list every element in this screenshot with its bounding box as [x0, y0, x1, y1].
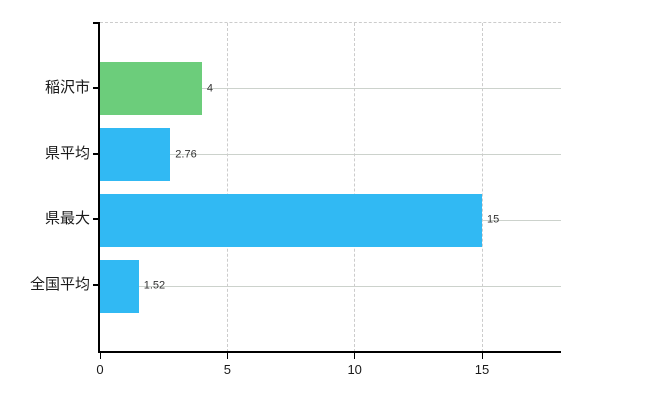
category-label: 県最大: [44, 210, 90, 228]
category-tick: [93, 86, 100, 89]
plot-area: 4 2.76 15 1.52: [100, 22, 561, 352]
category-label: 全国平均: [29, 276, 90, 294]
bar-value-label: 4: [206, 82, 213, 95]
x-axis-tick-label: 0: [96, 362, 104, 377]
gridline-horizontal: [100, 154, 561, 156]
bar-1: [100, 128, 171, 182]
gridline-vertical: [226, 23, 228, 352]
gridline-horizontal: [100, 88, 561, 90]
y-axis-top-tick: [93, 22, 100, 24]
category-tick: [93, 218, 100, 221]
category-label: 県平均: [44, 144, 90, 162]
category-label: 稲沢市: [44, 78, 90, 96]
x-axis-tick: [226, 353, 228, 359]
bar-2: [100, 193, 483, 247]
category-tick: [93, 152, 100, 155]
x-axis-tick-label: 5: [223, 362, 231, 377]
x-axis-line: [98, 351, 561, 353]
x-axis-tick-label: 15: [474, 362, 490, 377]
y-axis-line: [98, 22, 100, 353]
bar-value-label: 1.52: [143, 279, 166, 292]
bar-value-label: 15: [487, 213, 500, 226]
category-tick: [93, 284, 100, 287]
bar-0: [100, 62, 202, 116]
gridline-horizontal: [100, 285, 561, 287]
bar-3: [100, 259, 139, 313]
bar-value-label: 2.76: [175, 148, 197, 161]
gridline-vertical: [354, 23, 356, 352]
x-axis-tick: [481, 353, 483, 359]
x-axis-tick-label: 10: [347, 362, 362, 377]
x-axis-tick: [354, 353, 356, 359]
x-axis-tick: [99, 353, 101, 359]
gridline-vertical: [481, 23, 483, 352]
